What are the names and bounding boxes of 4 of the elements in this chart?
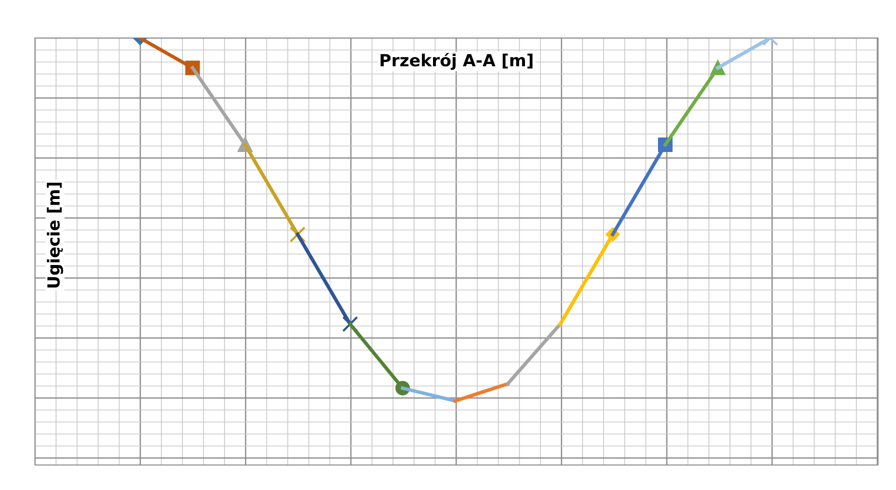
point [342, 316, 358, 332]
y-axis-title: Ugięcie [m] [46, 182, 64, 288]
text: Przekrój A-A [m] [380, 52, 532, 70]
point [290, 226, 306, 242]
